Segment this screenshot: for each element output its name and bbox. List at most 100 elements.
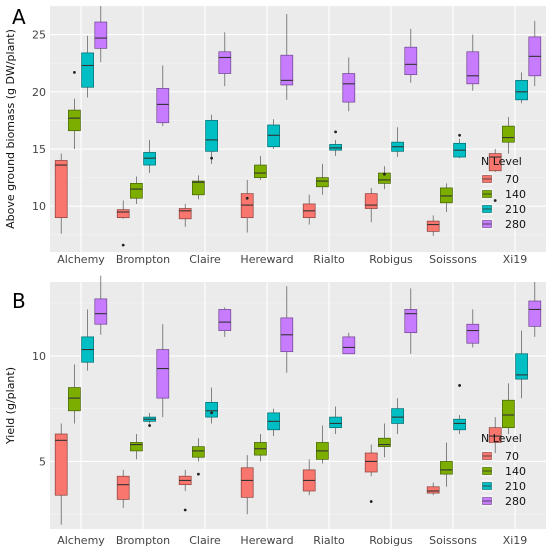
box — [342, 336, 356, 355]
x-tick-label: Alchemy — [57, 534, 105, 547]
box — [81, 52, 94, 88]
box — [528, 300, 542, 327]
box — [280, 54, 294, 86]
legend-label: 210 — [505, 480, 526, 493]
box — [54, 160, 68, 219]
plot-background — [50, 6, 546, 252]
box — [143, 152, 156, 166]
box — [440, 187, 453, 204]
box — [267, 124, 280, 148]
series-280 — [94, 6, 542, 127]
series-210 — [81, 35, 528, 174]
outlier-point — [493, 199, 497, 202]
box — [94, 298, 108, 325]
legend-label: 280 — [505, 495, 526, 508]
x-tick-label: Hereward — [240, 534, 293, 547]
series-70 — [54, 417, 502, 525]
outlier-point — [458, 133, 461, 137]
box — [488, 153, 502, 172]
x-tick-label: Hereward — [240, 253, 293, 266]
box — [192, 180, 205, 196]
y-tick-label: 5 — [39, 455, 46, 468]
box — [488, 427, 502, 443]
series-70 — [54, 149, 502, 247]
x-tick-label: Xi19 — [503, 253, 528, 266]
legend-title: N Level — [481, 155, 522, 168]
box — [54, 433, 68, 496]
box — [205, 120, 218, 152]
y-tick-label: 25 — [32, 29, 46, 42]
outlier-point — [458, 384, 461, 387]
box — [116, 475, 130, 500]
y-tick-label: 10 — [32, 350, 46, 363]
x-tick-label: Rialto — [313, 253, 345, 266]
box — [391, 408, 404, 424]
outlier-point — [197, 472, 200, 476]
box — [240, 467, 254, 498]
outlier-point — [245, 196, 249, 200]
box — [254, 164, 267, 178]
outlier-point — [383, 172, 386, 176]
panel-A: 10 15 20 25 Alchemy Brompton Claire Hereward Ria… — [4, 5, 546, 266]
series-210 — [81, 309, 528, 437]
outlier-point — [210, 156, 214, 160]
box — [218, 309, 232, 331]
legend-label: 70 — [505, 450, 519, 463]
outlier-point — [183, 508, 187, 512]
x-tick-label: Brompton — [116, 253, 170, 266]
box — [466, 323, 480, 344]
x-tick-label: Claire — [189, 534, 221, 547]
box — [404, 309, 418, 334]
outlier-point — [121, 243, 125, 247]
x-tick-label: Robigus — [369, 534, 413, 547]
box — [218, 51, 232, 74]
panel-B: 5 10 Alchemy Brompton Claire Hereward Rialto Ro… — [4, 275, 546, 547]
box — [426, 486, 440, 494]
box — [68, 109, 81, 132]
y-tick-label: 20 — [32, 86, 46, 99]
outlier-point — [148, 424, 152, 427]
box — [116, 209, 130, 219]
box — [515, 353, 528, 380]
box — [130, 182, 143, 199]
box — [329, 144, 342, 151]
box — [316, 177, 329, 188]
box — [426, 220, 440, 232]
x-tick-label: Brompton — [116, 534, 170, 547]
series-280 — [94, 275, 542, 418]
box — [68, 387, 81, 412]
series-140 — [68, 364, 515, 487]
box — [342, 73, 356, 103]
box — [329, 416, 342, 429]
box — [178, 208, 192, 220]
plot-background — [50, 282, 546, 529]
box — [192, 446, 205, 458]
outlier-point — [334, 130, 337, 134]
box — [130, 442, 143, 452]
x-tick-label: Xi19 — [503, 534, 528, 547]
box — [364, 193, 378, 209]
y-axis-label: Yield (g/plant) — [4, 367, 17, 445]
legend-label: 210 — [505, 203, 526, 216]
box — [502, 399, 515, 429]
series-140 — [68, 70, 515, 212]
box — [94, 21, 108, 49]
x-tick-label: Soissons — [429, 253, 477, 266]
box — [205, 401, 218, 418]
legend-label: 280 — [505, 218, 526, 231]
box — [404, 46, 418, 76]
outlier-point — [369, 500, 373, 503]
legend-title: N Level — [481, 432, 522, 445]
legend: N Level 70 140 210 280 — [481, 432, 526, 508]
x-tick-label: Alchemy — [57, 253, 105, 266]
legend: N Level 70 140 210 280 — [481, 155, 526, 231]
box — [440, 461, 453, 475]
x-tick-label: Robigus — [369, 253, 413, 266]
legend-label: 140 — [505, 465, 526, 478]
x-tick-label: Claire — [189, 253, 221, 266]
panel-letter: B — [12, 289, 26, 313]
box — [466, 51, 480, 85]
y-tick-label: 10 — [32, 200, 46, 213]
box — [240, 193, 254, 219]
